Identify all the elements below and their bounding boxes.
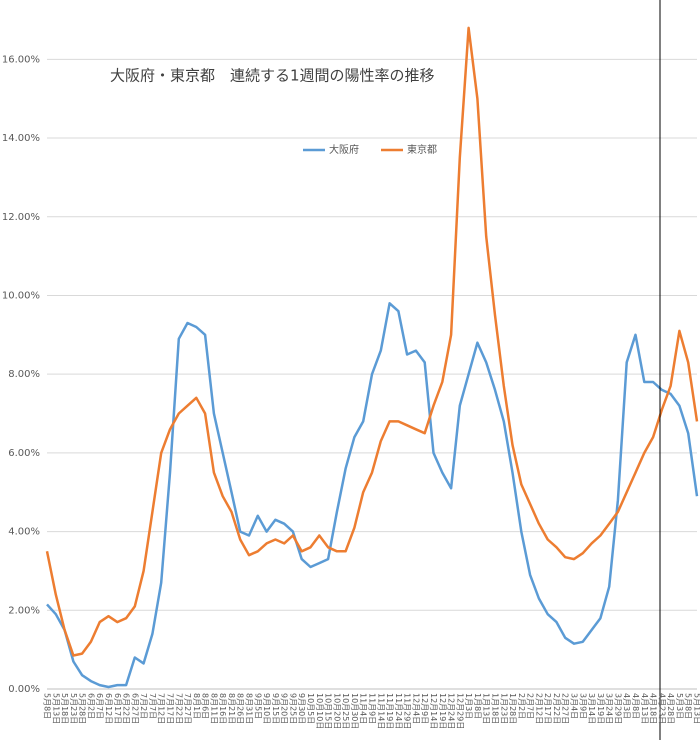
x-tick-label: 2月27日 bbox=[561, 693, 570, 724]
x-tick-label: 5月13日 bbox=[51, 693, 60, 724]
x-tick-label: 8月31日 bbox=[245, 693, 254, 724]
y-tick-label: 0.00% bbox=[8, 684, 40, 695]
x-tick-label: 7月7日 bbox=[148, 693, 157, 719]
x-axis-labels: 5月8日 5月13日 5月18日 5月23日 5月28日 6月2日 6月7日 6月12日 6月1… bbox=[43, 693, 700, 729]
x-tick-label: 6月12日 bbox=[104, 693, 113, 724]
x-tick-label: 12月9日 bbox=[420, 693, 429, 724]
x-tick-label: 9月20日 bbox=[280, 693, 289, 724]
x-tick-label: 4月8日 bbox=[631, 693, 640, 719]
y-tick-label: 16.00% bbox=[2, 54, 40, 65]
x-tick-label: 7月17日 bbox=[165, 693, 174, 724]
chart-title: 大阪府・東京都 連続する1週間の陽性率の推移 bbox=[110, 67, 435, 85]
x-tick-label: 8月16日 bbox=[218, 693, 227, 724]
x-tick-label: 5月23日 bbox=[69, 693, 78, 724]
x-tick-label: 10月25日 bbox=[341, 693, 350, 729]
x-tick-label: 1月3日 bbox=[464, 693, 473, 719]
x-tick-label: 11月14日 bbox=[376, 693, 385, 729]
series-line bbox=[45, 26, 699, 657]
x-tick-label: 6月27日 bbox=[130, 693, 139, 724]
x-tick-label: 8月1日 bbox=[192, 693, 201, 719]
x-tick-label: 11月24日 bbox=[394, 693, 403, 729]
x-tick-label: 12月14日 bbox=[429, 693, 438, 729]
x-tick-label: 8月26日 bbox=[236, 693, 245, 724]
x-tick-label: 8月11日 bbox=[209, 693, 218, 724]
x-tick-label: 5月18日 bbox=[60, 693, 69, 724]
y-tick-label: 8.00% bbox=[8, 369, 40, 380]
x-tick-label: 3月19日 bbox=[596, 693, 605, 724]
y-tick-label: 12.00% bbox=[2, 212, 40, 223]
x-tick-label: 1月8日 bbox=[473, 693, 482, 719]
x-tick-label: 11月19日 bbox=[385, 693, 394, 729]
x-tick-label: 4月28日 bbox=[666, 693, 675, 724]
line-layer bbox=[45, 26, 699, 689]
x-tick-label: 1月18日 bbox=[490, 693, 499, 724]
x-tick-label: 1月28日 bbox=[508, 693, 517, 724]
x-tick-label: 7月2日 bbox=[139, 693, 148, 719]
x-tick-label: 9月15日 bbox=[271, 693, 280, 724]
x-tick-label: 12月29日 bbox=[455, 693, 464, 729]
x-tick-label: 5月8日 bbox=[684, 693, 693, 719]
x-tick-label: 3月4日 bbox=[570, 693, 579, 719]
x-tick-label: 3月29日 bbox=[613, 693, 622, 724]
x-tick-label: 1月23日 bbox=[499, 693, 508, 724]
y-tick-label: 2.00% bbox=[8, 605, 40, 616]
x-tick-label: 11月4日 bbox=[359, 693, 368, 724]
x-tick-label: 9月5日 bbox=[253, 693, 262, 719]
x-tick-label: 6月17日 bbox=[113, 693, 122, 724]
series-line bbox=[46, 302, 699, 689]
x-tick-label: 2月22日 bbox=[552, 693, 561, 724]
x-tick-label: 10月5日 bbox=[306, 693, 315, 724]
x-tick-label: 4月13日 bbox=[640, 693, 649, 724]
x-tick-label: 4月23日 bbox=[657, 693, 666, 724]
x-tick-label: 11月9日 bbox=[368, 693, 377, 724]
x-tick-label: 12月24日 bbox=[447, 693, 456, 729]
y-tick-label: 6.00% bbox=[8, 448, 40, 459]
legend-label: 大阪府 bbox=[329, 143, 359, 156]
legend: 大阪府 東京都 bbox=[303, 143, 437, 156]
x-tick-label: 2月7日 bbox=[526, 693, 535, 719]
x-tick-label: 6月7日 bbox=[95, 693, 104, 719]
x-tick-label: 4月3日 bbox=[622, 693, 631, 719]
x-tick-label: 5月3日 bbox=[675, 693, 684, 719]
grid-layer: 0.00% 2.00% 4.00% 6.00% 8.00% 10.00% 12.00% 14.… bbox=[2, 54, 697, 695]
x-tick-label: 7月22日 bbox=[174, 693, 183, 724]
x-tick-label: 4月18日 bbox=[649, 693, 658, 724]
x-tick-label: 3月24日 bbox=[605, 693, 614, 724]
x-tick-label: 2月12日 bbox=[534, 693, 543, 724]
x-tick-label: 7月27日 bbox=[183, 693, 192, 724]
x-tick-label: 7月12日 bbox=[157, 693, 166, 724]
x-tick-label: 3月14日 bbox=[587, 693, 596, 724]
x-tick-label: 11月29日 bbox=[403, 693, 412, 729]
x-tick-label: 8月6日 bbox=[201, 693, 210, 719]
x-tick-label: 9月30日 bbox=[297, 693, 306, 724]
x-tick-label: 10月30日 bbox=[350, 693, 359, 729]
x-tick-label: 6月2日 bbox=[86, 693, 95, 719]
x-tick-label: 10月15日 bbox=[324, 693, 333, 729]
x-tick-label: 12月4日 bbox=[411, 693, 420, 724]
x-tick-label: 2月2日 bbox=[517, 693, 526, 719]
x-tick-label: 9月25日 bbox=[288, 693, 297, 724]
x-tick-label: 5月28日 bbox=[78, 693, 87, 724]
x-tick-label: 9月10日 bbox=[262, 693, 271, 724]
x-tick-label: 5月13日 bbox=[693, 693, 700, 724]
x-tick-label: 5月8日 bbox=[43, 693, 52, 719]
x-tick-label: 12月19日 bbox=[438, 693, 447, 729]
y-tick-label: 10.00% bbox=[2, 290, 40, 301]
x-tick-label: 6月22日 bbox=[122, 693, 131, 724]
x-tick-label: 3月9日 bbox=[578, 693, 587, 719]
x-tick-label: 8月21日 bbox=[227, 693, 236, 724]
y-tick-label: 14.00% bbox=[2, 133, 40, 144]
x-tick-label: 2月17日 bbox=[543, 693, 552, 724]
x-tick-label: 10月10日 bbox=[315, 693, 324, 729]
x-tick-label: 1月13日 bbox=[482, 693, 491, 724]
y-tick-label: 4.00% bbox=[8, 527, 40, 538]
legend-label: 東京都 bbox=[407, 143, 437, 156]
x-tick-label: 10月20日 bbox=[332, 693, 341, 729]
